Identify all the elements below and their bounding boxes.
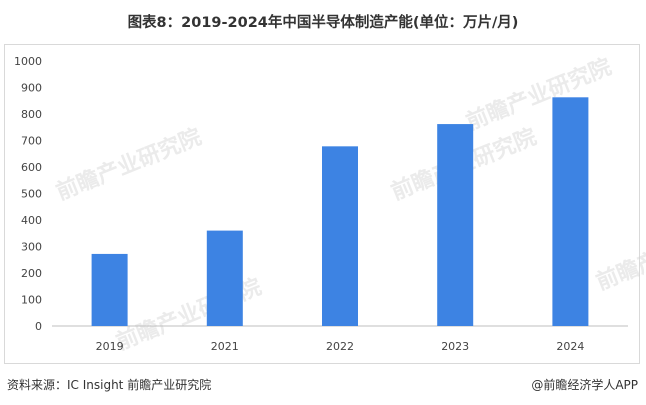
x-axis: 2019 2021 2022 2023 2024 [96,340,585,353]
y-tick-label: 600 [21,161,42,174]
credit-note: @前瞻经济学人APP [531,378,638,392]
y-tick-label: 300 [21,241,42,254]
watermark-text: 前瞻产业研究院 [593,214,646,296]
x-tick-label: 2021 [211,340,239,353]
watermark-text: 前瞻产业研究院 [463,54,616,136]
watermark-text: 前瞻产业研究院 [53,124,206,206]
y-tick-label: 0 [35,320,42,333]
source-note: 资料来源：IC Insight 前瞻产业研究院 [7,378,212,392]
y-tick-label: 900 [21,82,42,95]
x-tick-label: 2023 [441,340,469,353]
y-tick-label: 800 [21,108,42,121]
y-axis: 0 100 200 300 400 500 600 700 800 900 1000 [14,55,42,333]
chart-title: 图表8：2019-2024年中国半导体制造产能(单位：万片/月) [127,15,519,31]
bars [91,97,589,327]
y-tick-label: 1000 [14,55,42,68]
bar-2021 [206,230,243,326]
bar-2023 [437,124,474,326]
x-tick-label: 2022 [326,340,354,353]
x-tick-label: 2019 [96,340,124,353]
y-tick-label: 700 [21,135,42,148]
y-tick-label: 200 [21,267,42,280]
y-tick-label: 100 [21,294,42,307]
bar-2019 [91,253,128,326]
y-tick-label: 500 [21,188,42,201]
bar-chart: 前瞻产业研究院前瞻产业研究院前瞻产业研究院前瞻产业研究院前瞻产业研究院 0100… [14,54,646,356]
bar-2024 [552,97,589,327]
y-tick-label: 400 [21,214,42,227]
x-tick-label: 2024 [556,340,584,353]
bar-2022 [322,146,358,326]
